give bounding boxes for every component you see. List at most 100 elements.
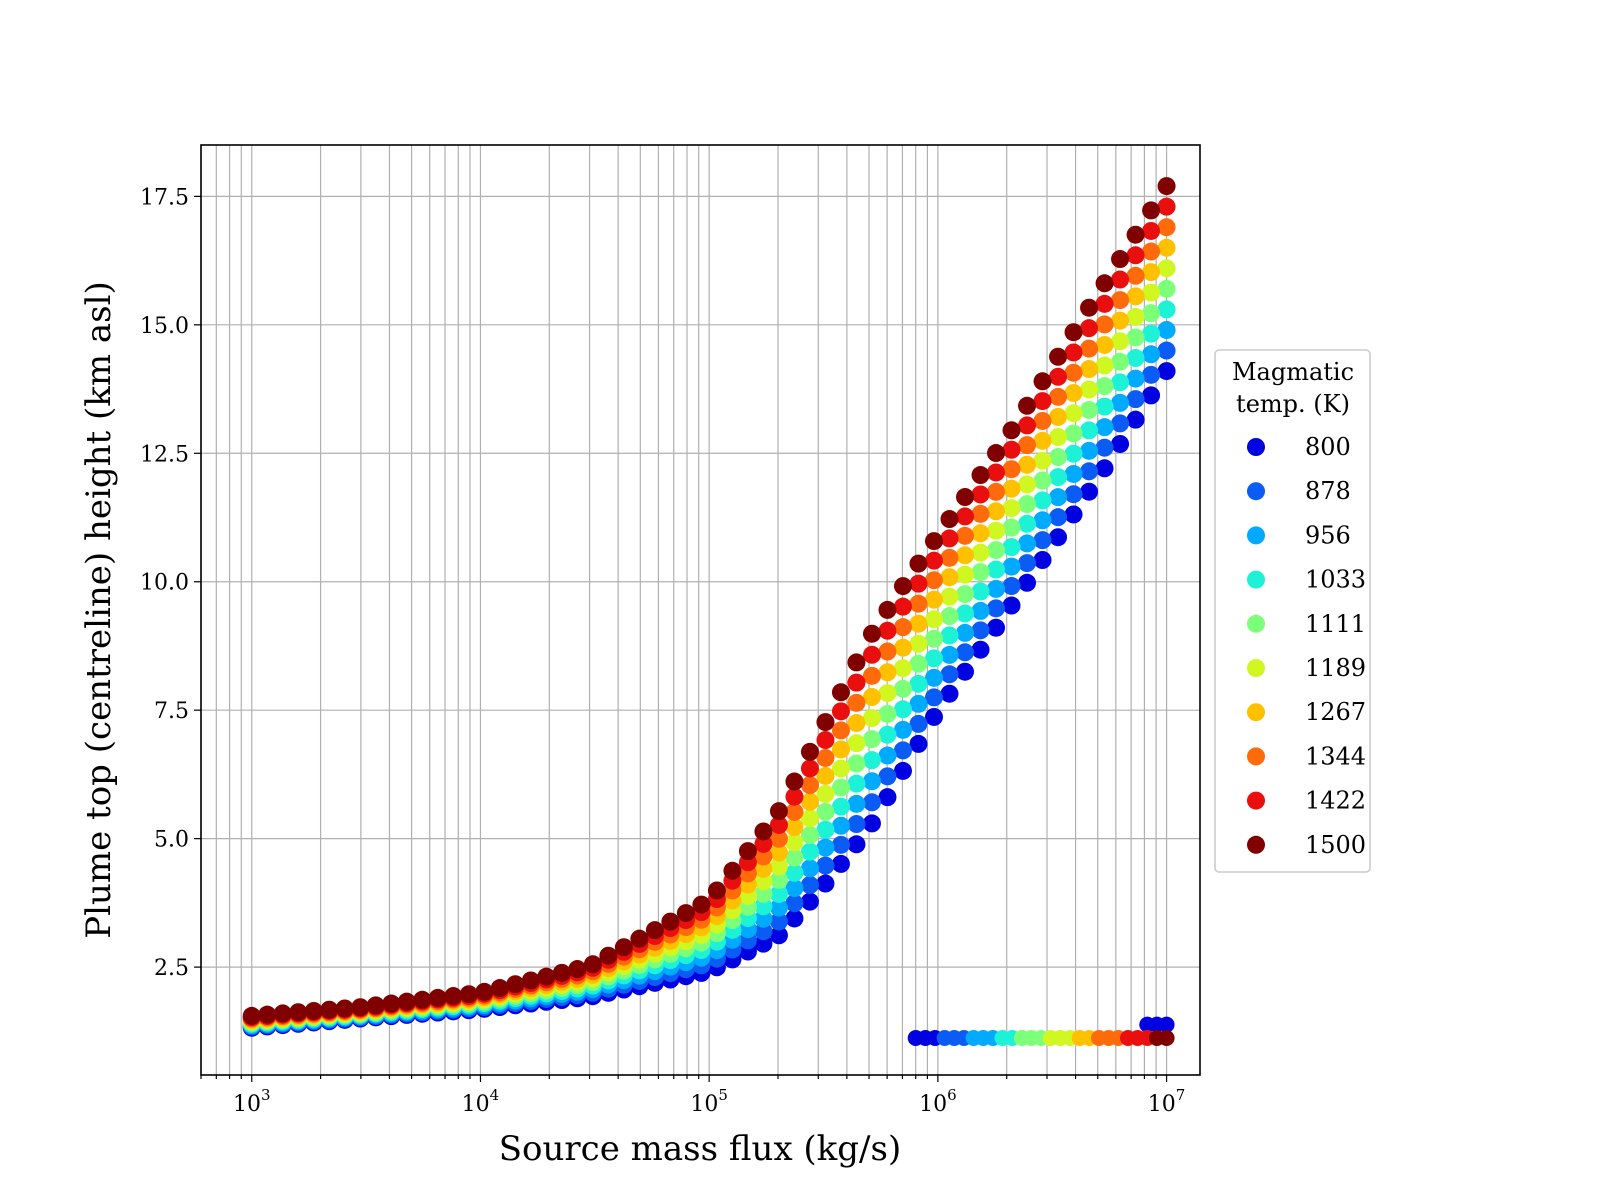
data-point [769,829,788,848]
y-tick-label: 12.5 [140,442,189,467]
data-point [1126,390,1145,409]
data-point [1080,298,1099,317]
data-point [971,582,990,601]
data-point [831,778,850,797]
legend-title-line-2: temp. (K) [1236,390,1350,418]
data-point [800,875,819,894]
data-point [769,926,788,945]
data-point [738,842,757,861]
data-point [1111,352,1130,371]
data-point [1111,373,1130,392]
data-point [1064,383,1083,402]
data-point [940,548,959,567]
data-point [692,895,711,914]
data-point [444,987,463,1006]
data-point [909,694,928,713]
data-point [847,653,866,672]
data-point [816,820,835,839]
legend-label: 1422 [1305,787,1366,815]
data-point [1142,221,1161,240]
legend-label: 1267 [1305,698,1366,726]
data-point [893,659,912,678]
data-point [645,921,664,940]
data-point [831,759,850,778]
data-point [1018,436,1037,455]
data-point [940,665,959,684]
y-tick-label: 17.5 [140,185,189,210]
data-point [785,802,804,821]
data-point [893,700,912,719]
legend-marker [1247,482,1265,501]
legend-marker [1247,570,1265,589]
data-point [816,766,835,785]
data-point [924,629,943,648]
data-point [1064,343,1083,362]
data-point [754,884,773,903]
data-point [956,526,975,545]
data-point [1018,475,1037,494]
data-point [940,626,959,645]
data-point [909,614,928,633]
data-point [723,861,742,880]
data-point [1002,499,1021,518]
data-point [831,683,850,702]
data-point [785,909,804,928]
data-point [1049,367,1068,386]
data-point [1157,259,1176,278]
data-point [1018,495,1037,514]
legend-marker [1247,703,1265,722]
data-point [1157,362,1176,381]
data-point [909,674,928,693]
x-tick-label: 103 [233,1086,271,1117]
data-point [1080,400,1099,419]
data-point [956,623,975,642]
data-point [956,488,975,507]
data-point [754,897,773,916]
data-point [956,546,975,565]
y-tick-label: 7.5 [154,699,189,724]
x-tick-label: 105 [690,1086,728,1117]
legend-marker [1247,438,1265,456]
data-point [1064,404,1083,423]
data-point [289,1003,308,1022]
data-point [1157,320,1176,339]
data-point [1142,283,1161,302]
data-point [1080,462,1099,481]
data-point [987,482,1006,501]
data-point [1018,396,1037,415]
data-point [893,618,912,637]
data-point [1033,471,1052,490]
data-point [831,835,850,854]
data-point [1111,311,1130,330]
data-point [1018,514,1037,533]
data-point [1111,434,1130,453]
data-point [1064,424,1083,443]
data-point [971,543,990,562]
data-point [816,802,835,821]
legend-marker [1247,791,1265,810]
data-point [1049,468,1068,487]
legend-label: 1344 [1305,742,1366,770]
data-point [847,815,866,834]
data-point [909,714,928,733]
data-point [924,551,943,570]
data-point [537,967,556,986]
data-point [831,816,850,835]
data-point [940,510,959,529]
data-point [475,982,494,1001]
data-point [924,590,943,609]
legend-entry-1033: 1033 [1247,566,1366,594]
data-point [1158,1016,1175,1033]
data-point [707,881,726,900]
data-point [1064,505,1083,524]
data-point [847,693,866,712]
data-point [1126,225,1145,244]
data-point [785,818,804,837]
data-point [769,912,788,931]
data-point [924,688,943,707]
data-point [909,554,928,573]
legend-marker [1247,526,1265,545]
data-point [940,529,959,548]
data-point [987,560,1006,579]
data-point [956,662,975,681]
